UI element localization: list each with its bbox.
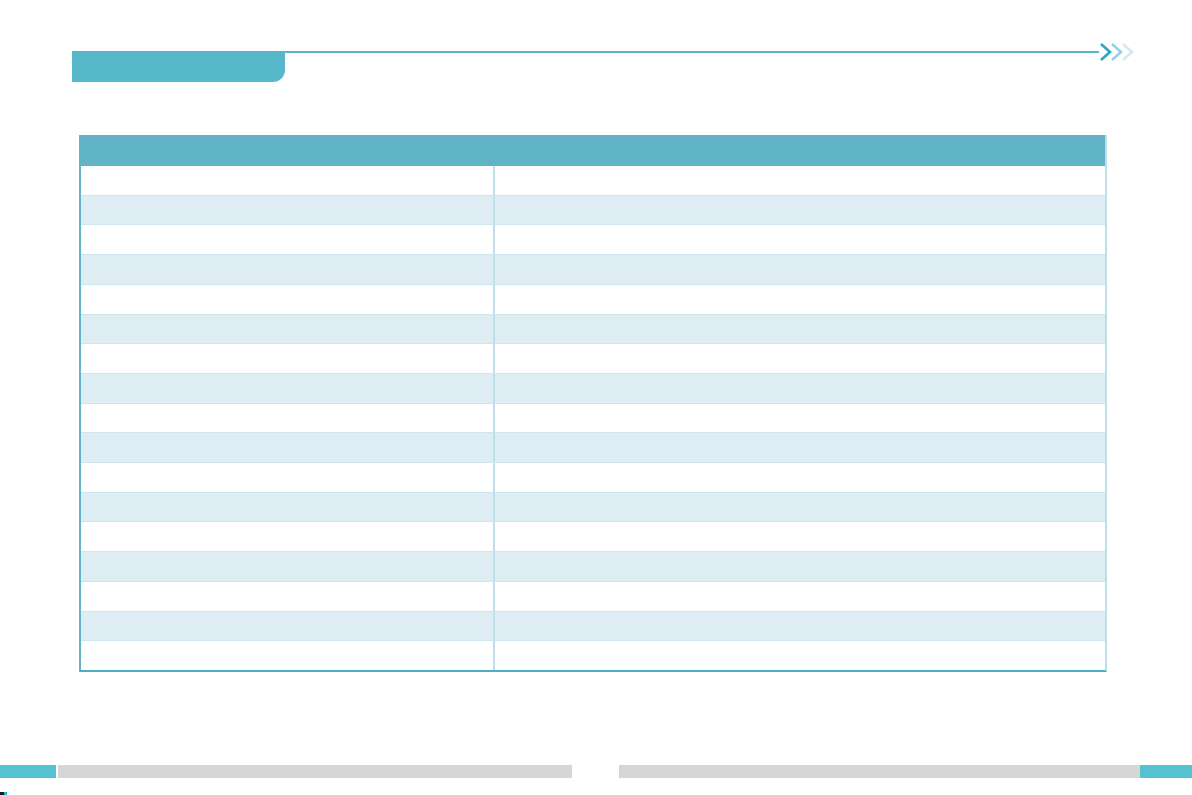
table-row bbox=[81, 433, 1105, 464]
table-row bbox=[81, 403, 1105, 434]
table-cell bbox=[495, 315, 1105, 344]
table-cell bbox=[495, 552, 1105, 581]
table-row bbox=[81, 344, 1105, 374]
table-cell bbox=[495, 522, 1105, 551]
table-cell bbox=[81, 641, 495, 670]
table-cell bbox=[495, 166, 1105, 195]
table-header-row bbox=[81, 135, 1105, 166]
table-cell bbox=[81, 195, 495, 225]
table-row bbox=[81, 492, 1105, 523]
table-cell bbox=[495, 582, 1105, 611]
table-cell bbox=[495, 493, 1105, 522]
table-cell bbox=[81, 166, 495, 195]
table-row bbox=[81, 284, 1105, 315]
data-table bbox=[79, 135, 1107, 672]
table-body bbox=[81, 166, 1105, 670]
table-cell bbox=[81, 284, 495, 314]
table-cell bbox=[495, 463, 1105, 492]
table-row bbox=[81, 581, 1105, 612]
footer-accent-bar-left bbox=[0, 765, 56, 778]
table-cell bbox=[495, 374, 1105, 403]
table-cell bbox=[495, 404, 1105, 433]
table-row bbox=[81, 373, 1105, 404]
footer-gray-bar-right bbox=[619, 765, 1140, 778]
table-cell bbox=[81, 373, 495, 403]
page-corner-mark bbox=[0, 792, 7, 795]
table-row bbox=[81, 166, 1105, 196]
table-cell bbox=[81, 611, 495, 641]
table-cell bbox=[495, 344, 1105, 373]
header-tab bbox=[72, 51, 285, 82]
table-row bbox=[81, 314, 1105, 345]
table-cell bbox=[81, 552, 495, 581]
table-cell bbox=[81, 581, 495, 611]
table-cell bbox=[495, 285, 1105, 314]
table-cell bbox=[81, 433, 495, 463]
table-row bbox=[81, 195, 1105, 226]
table-header-cell bbox=[81, 135, 495, 166]
header-rule bbox=[285, 51, 1099, 53]
table-cell bbox=[495, 433, 1105, 462]
table-cell bbox=[495, 641, 1105, 670]
table-cell bbox=[495, 225, 1105, 254]
table-cell bbox=[81, 225, 495, 255]
table-row bbox=[81, 225, 1105, 256]
table-cell bbox=[81, 314, 495, 344]
triple-chevron-right-icon bbox=[1100, 43, 1134, 61]
footer-accent-bar-right bbox=[1140, 765, 1192, 778]
table-cell bbox=[495, 196, 1105, 225]
table-cell bbox=[495, 612, 1105, 641]
table-row bbox=[81, 641, 1105, 670]
table-cell bbox=[81, 344, 495, 373]
footer-gray-bar-left bbox=[58, 765, 572, 778]
table-cell bbox=[495, 255, 1105, 284]
table-row bbox=[81, 463, 1105, 493]
table-cell bbox=[81, 255, 495, 284]
table-row bbox=[81, 255, 1105, 285]
table-cell bbox=[81, 463, 495, 492]
table-header-cell bbox=[495, 135, 1105, 166]
table-cell bbox=[81, 403, 495, 433]
table-row bbox=[81, 522, 1105, 553]
table-cell bbox=[81, 492, 495, 522]
table-row bbox=[81, 552, 1105, 582]
table-row bbox=[81, 611, 1105, 642]
table-cell bbox=[81, 522, 495, 552]
